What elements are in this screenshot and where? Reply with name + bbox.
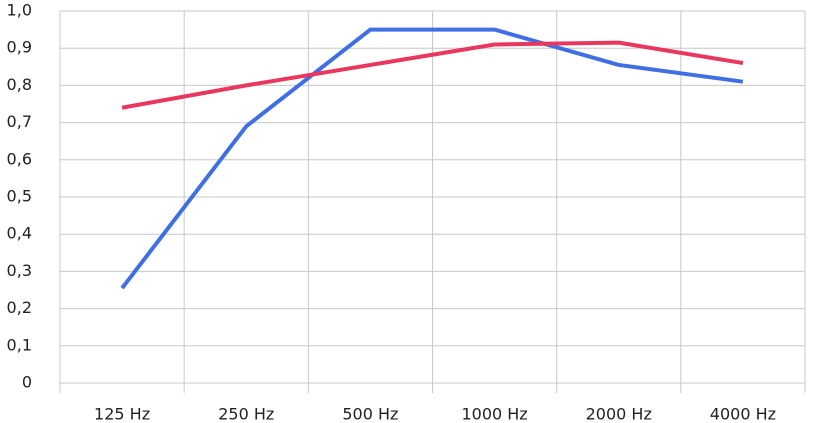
- y-tick-label: 0,9: [7, 38, 32, 57]
- x-tick-label: 4000 Hz: [710, 405, 776, 423]
- y-tick-label: 0,6: [7, 149, 32, 168]
- x-tick-label: 500 Hz: [342, 405, 398, 423]
- y-tick-label: 0,2: [7, 298, 32, 317]
- y-tick-label: 0: [22, 373, 32, 392]
- x-tick-label: 2000 Hz: [586, 405, 652, 423]
- y-tick-label: 0,7: [7, 112, 32, 131]
- x-tick-label: 250 Hz: [218, 405, 274, 423]
- y-tick-label: 1,0: [7, 1, 32, 20]
- series-line: [120, 27, 744, 290]
- series-line: [121, 40, 744, 110]
- y-tick-label: 0,3: [7, 261, 32, 280]
- y-tick-label: 0,8: [7, 75, 32, 94]
- x-tick-label: 125 Hz: [94, 405, 150, 423]
- y-tick-label: 0,4: [7, 224, 32, 243]
- x-tick-label: 1000 Hz: [461, 405, 527, 423]
- y-tick-label: 0,5: [7, 187, 32, 206]
- y-tick-label: 0,1: [7, 335, 32, 354]
